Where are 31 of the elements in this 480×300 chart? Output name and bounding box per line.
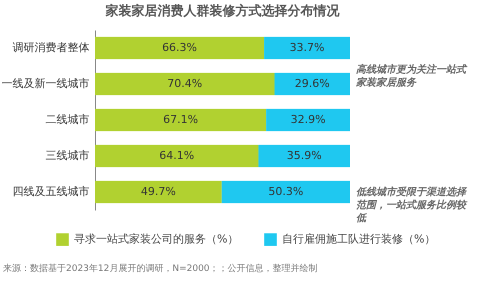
data-label: 32.9% [290, 113, 326, 126]
bar [95, 72, 275, 96]
y-tick-label: 一线及新一线城市 [2, 77, 90, 90]
data-label: 64.1% [159, 149, 194, 162]
bar [95, 36, 264, 60]
text: 低线城市受限于渠道选择范围，一站式服务比例较低 [356, 186, 468, 224]
bar [274, 72, 350, 96]
data-label: 33.7% [290, 41, 325, 54]
y-tick-label: 四线及五线城市 [12, 185, 90, 198]
data-label: 66.3% [162, 41, 198, 54]
data-label: 49.7% [140, 185, 176, 198]
y-tick-label: 调研消费者整体 [12, 41, 90, 54]
chart-title: 家装家居消费人群装修方式选择分布情况 [104, 3, 340, 19]
bar [222, 180, 350, 204]
bar [264, 36, 350, 60]
legend-label: 自行雇佣施工队进行装修（%） [282, 232, 436, 246]
bar [95, 180, 222, 204]
bar [95, 108, 266, 132]
source-note: 来源：数据基于2023年12月展开的调研，N=2000；；公开信息，整理并绘制 [3, 263, 318, 274]
text: 高线城市更为关注一站式家装家居服务 [355, 64, 468, 89]
bar [95, 144, 258, 168]
data-label: 29.6% [294, 77, 330, 90]
data-label: 50.3% [268, 185, 304, 198]
data-label: 70.4% [167, 77, 202, 90]
y-tick-label: 三线城市 [46, 149, 90, 162]
data-label: 35.9% [286, 149, 322, 162]
y-tick-label: 二线城市 [46, 113, 90, 126]
legend-label: 寻求一站式家装公司的服务（%） [74, 232, 238, 246]
bar [258, 144, 350, 168]
bar [266, 108, 350, 132]
data-label: 67.1% [163, 113, 198, 126]
